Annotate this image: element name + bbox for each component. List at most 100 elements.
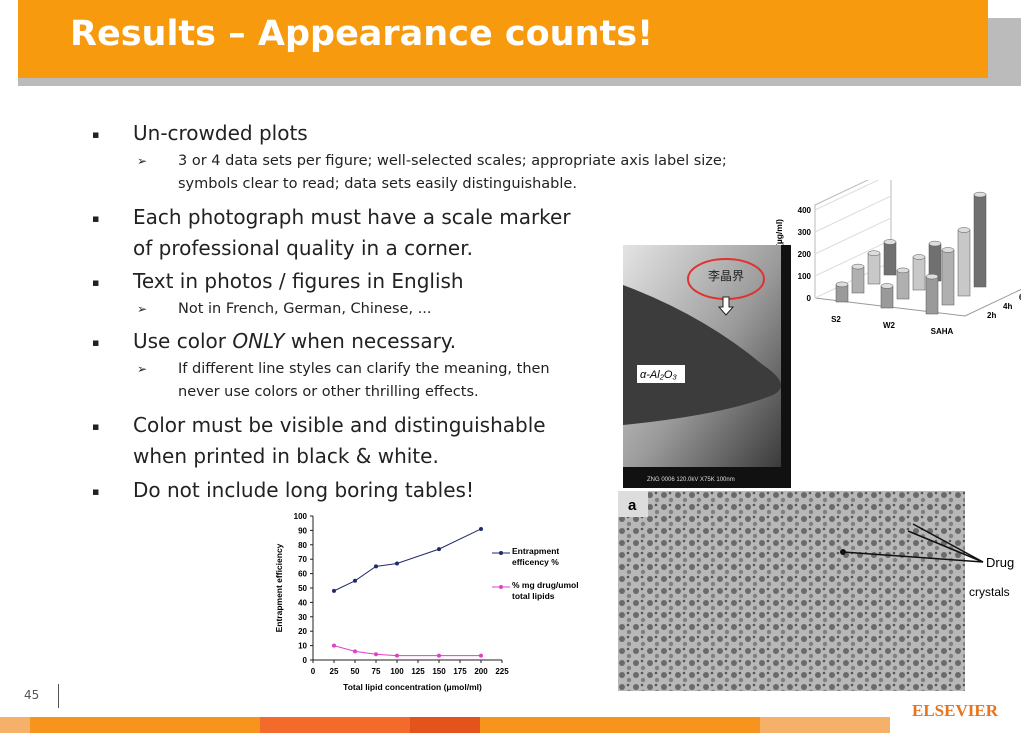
photo	[618, 491, 965, 691]
depth-label: 4h	[1003, 302, 1012, 311]
bar-top	[973, 191, 987, 198]
bar	[867, 252, 881, 285]
scale-bar-strip	[623, 467, 781, 488]
sub-bullet-text: If different line styles can clarify the…	[178, 361, 550, 400]
bar	[896, 270, 910, 300]
bar-top	[928, 240, 942, 247]
pointer	[842, 551, 984, 563]
point	[437, 653, 441, 658]
bullet-text: Each photograph must have a scale marker…	[133, 205, 571, 260]
header-bar	[18, 0, 988, 78]
footer-strip	[760, 717, 890, 733]
bar-top	[851, 263, 865, 270]
y-tick-label: 90	[298, 526, 307, 535]
header-shadow	[988, 18, 1021, 86]
x-tick-label: SAHA	[931, 327, 954, 336]
bar	[973, 194, 987, 288]
sub-marker: ➢	[137, 362, 148, 376]
y-tick-label: 0	[807, 294, 812, 303]
y-axis-label: Entrapment efficiency	[274, 543, 284, 632]
point	[374, 564, 378, 569]
legend-box: Entrapment efficency %	[512, 546, 560, 567]
publisher: ELSEVIER	[912, 701, 998, 720]
legend-marker	[499, 585, 503, 589]
bullet-text: Do not include long boring tables!	[133, 478, 474, 502]
bullet-marker: ▪	[92, 420, 100, 433]
photo-label: 李晶界	[708, 268, 744, 283]
x-tick-label: 50	[351, 667, 360, 676]
footer-strip	[480, 717, 760, 733]
bar-top	[941, 247, 955, 253]
sub-bullet-text: 3 or 4 data sets per figure; well-select…	[178, 153, 727, 192]
point	[479, 526, 483, 531]
y-tick-label: 40	[298, 598, 307, 607]
bar	[957, 229, 971, 297]
bullet-text-part: ONLY	[232, 329, 285, 353]
bar-top	[957, 227, 971, 233]
sub-bullet-text: Not in French, German, Chinese, ...	[178, 301, 432, 317]
page-number: 45	[24, 688, 40, 702]
y-tick-label: 30	[298, 613, 307, 622]
line	[333, 528, 482, 592]
grid-line	[814, 217, 892, 255]
scale-text: ZNG 0006 120.0kV X75K 100nm	[647, 477, 735, 483]
divider	[58, 684, 59, 708]
point	[374, 652, 378, 657]
pointer	[907, 530, 984, 563]
x-tick-label: 100	[390, 667, 404, 676]
legend-marker	[499, 551, 503, 555]
line	[333, 645, 481, 657]
label-box	[618, 491, 648, 517]
y-tick-label: 70	[298, 555, 307, 564]
photo-label: α-Al₂O₃	[640, 369, 677, 381]
point	[479, 653, 483, 658]
y-tick-label: 20	[298, 627, 307, 636]
x-tick-label: S2	[831, 315, 841, 324]
arrow	[717, 296, 735, 316]
photo-drug: a Drug crystals	[618, 491, 1014, 691]
label-box	[637, 365, 685, 383]
header-shadow	[18, 78, 1021, 86]
photo-label: Drug	[986, 555, 1014, 570]
point	[332, 643, 336, 648]
pointer-dot	[840, 549, 846, 555]
bar	[883, 241, 897, 276]
x-axis-label: Total lipid concentration (μmol/ml)	[343, 682, 482, 692]
x-tick-label: 200	[474, 667, 488, 676]
floor	[814, 288, 1021, 317]
bullet-marker: ▪	[92, 336, 100, 349]
x-tick-label: 75	[372, 667, 381, 676]
footer-strip	[30, 717, 260, 733]
y-tick-label: 50	[298, 584, 307, 593]
y-tick-label: 100	[798, 272, 812, 281]
y-tick-label: 200	[798, 250, 812, 259]
bullet-text: Color must be visible and distinguishabl…	[133, 413, 546, 468]
point	[395, 561, 399, 566]
bar-top	[896, 267, 910, 274]
photo-label: crystals	[969, 585, 1010, 599]
x-tick-label: 225	[495, 667, 509, 676]
legend-label: Entrapment efficency %	[512, 546, 560, 567]
point	[395, 653, 399, 658]
x-tick-label: 175	[453, 667, 467, 676]
depth-label: 6h	[1019, 293, 1021, 302]
bullet-text: Un-crowded plots	[133, 121, 308, 145]
y-tick-label: 10	[298, 642, 307, 651]
x-tick-label: 0	[311, 667, 316, 676]
x-tick-label: 125	[411, 667, 425, 676]
y-axis-label: (µg/ml)	[774, 219, 784, 247]
y-tick-label: 400	[798, 206, 812, 215]
bar	[912, 256, 926, 291]
depth-label: 2h	[987, 311, 996, 320]
sub-marker: ➢	[137, 302, 148, 316]
point	[353, 649, 357, 654]
photo-edge	[781, 245, 791, 488]
y-tick-label: 80	[298, 541, 307, 550]
legend-box: % mg drug/umol total lipids	[512, 580, 579, 601]
bar	[880, 285, 894, 309]
bullet-text: Use color ONLY when necessary.	[133, 326, 733, 357]
crystal-shape	[623, 285, 781, 425]
panel-label: a	[628, 497, 637, 514]
bullet-marker: ▪	[92, 485, 100, 498]
y-tick-label: 300	[798, 228, 812, 237]
